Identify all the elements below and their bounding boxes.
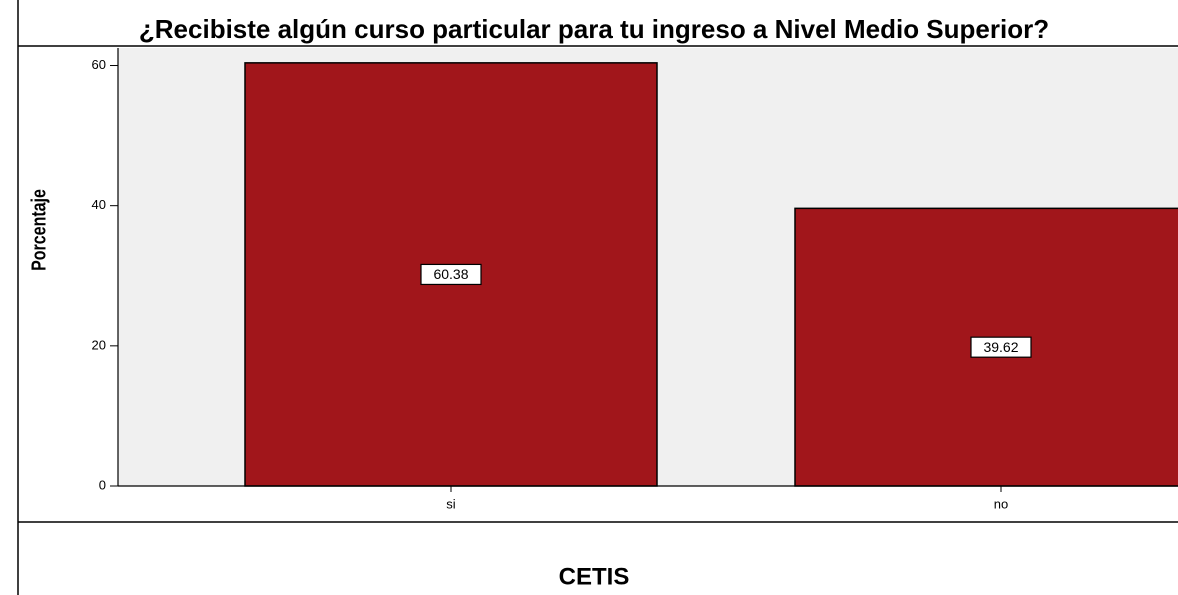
x-tick-label: no (994, 496, 1008, 511)
data-label-box (420, 263, 482, 286)
y-tick-label: 0 (99, 477, 106, 492)
x-tick-label: si (446, 496, 456, 511)
data-label: 39.62 (983, 339, 1018, 355)
y-tick-label: 20 (92, 337, 106, 352)
data-label-box (970, 336, 1032, 358)
y-tick-label: 60 (92, 57, 106, 72)
chart-title: ¿Recibiste algún curso particular para t… (139, 14, 1049, 44)
data-label: 60.38 (433, 266, 468, 282)
caption: CETIS (559, 563, 630, 590)
y-axis-label: Porcentaje (28, 189, 50, 271)
y-tick-label: 40 (92, 197, 106, 212)
